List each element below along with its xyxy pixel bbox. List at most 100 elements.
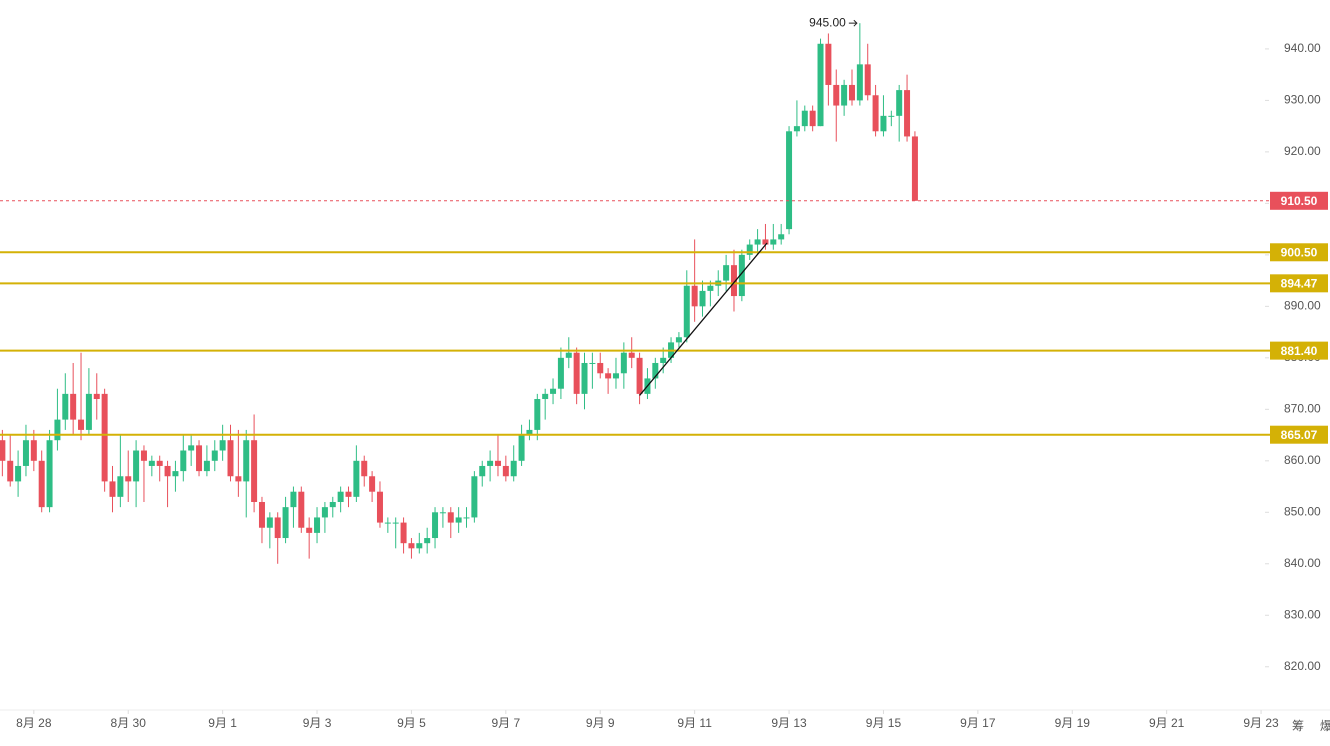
x-tick-label: 8月 30 [111, 716, 147, 730]
candle-body [557, 357, 564, 389]
candle-body [565, 352, 572, 358]
y-tick-label: 840.00 [1284, 556, 1321, 570]
candle-body [848, 84, 855, 101]
candle-body [22, 440, 29, 466]
candle-body [38, 460, 45, 508]
candle-body [793, 126, 800, 132]
candle-body [612, 373, 619, 379]
candle-body [7, 460, 14, 482]
candle-body [778, 234, 785, 240]
candle-body [306, 527, 313, 533]
candle-body [439, 512, 446, 514]
candle-body [660, 357, 667, 363]
candle-body [290, 491, 297, 508]
x-tick-label: 9月 17 [960, 716, 996, 730]
level-label-box [1270, 274, 1328, 293]
candle-body [251, 440, 258, 502]
candle-body [85, 393, 92, 430]
level-label: 881.40 [1281, 344, 1318, 358]
level-label: 865.07 [1281, 428, 1318, 442]
candle-body [314, 517, 321, 533]
x-tick-label: 9月 21 [1149, 716, 1185, 730]
candle-body [526, 429, 533, 436]
y-tick-label: 920.00 [1284, 144, 1321, 158]
candle-body [337, 491, 344, 502]
candle-body [550, 388, 557, 394]
y-tick-label: 820.00 [1284, 659, 1321, 673]
candle-body [510, 460, 517, 477]
candle-body [620, 352, 627, 374]
candle-body [447, 512, 454, 523]
candle-body [203, 460, 210, 472]
y-tick-label: 930.00 [1284, 93, 1321, 107]
candle-body [227, 440, 234, 477]
candle-body [164, 465, 171, 477]
candle-body [801, 110, 808, 127]
candle-body [880, 115, 887, 132]
candle-body [408, 543, 415, 549]
candle-body [219, 440, 226, 451]
candle-body [754, 239, 761, 245]
candle-body [196, 445, 203, 472]
candle-body [353, 460, 360, 497]
level-label: 900.50 [1281, 245, 1318, 259]
candle-body [321, 507, 328, 518]
candle-body [376, 491, 383, 523]
candle-body [628, 352, 635, 358]
x-tick-label: 9月 15 [866, 716, 902, 730]
candle-body [78, 419, 85, 430]
candle-body [494, 460, 501, 466]
candle-body [243, 440, 250, 482]
current-price-label: 910.50 [1281, 194, 1318, 208]
candle-body [384, 522, 391, 524]
candle-body [487, 460, 494, 466]
candle-body [62, 393, 69, 420]
candle-body [432, 512, 439, 539]
candle-body [762, 239, 769, 245]
candle-body [605, 373, 612, 379]
candle-body [888, 115, 895, 117]
candle-body [416, 543, 423, 549]
candle-body [518, 435, 525, 461]
x-tick-label: 9月 13 [771, 716, 807, 730]
candle-body [479, 465, 486, 477]
current-price-box [1270, 191, 1328, 210]
x-tick-label: 9月 19 [1055, 716, 1091, 730]
corner-label: 爆 [1320, 719, 1330, 733]
candle-body [770, 239, 777, 245]
trendline [639, 242, 768, 396]
candle-body [148, 460, 155, 466]
candle-body [817, 43, 824, 127]
y-tick-label: 830.00 [1284, 607, 1321, 621]
x-tick-label: 9月 3 [303, 716, 332, 730]
candle-body [675, 337, 682, 343]
candle-body [125, 476, 132, 482]
candle-body [699, 290, 706, 307]
candle-body [581, 362, 588, 394]
candle-body [15, 465, 22, 482]
high-marker-label: 945.00 [809, 15, 846, 29]
corner-label: 筹 [1292, 719, 1304, 733]
candle-body [833, 84, 840, 106]
x-tick-label: 8月 28 [16, 716, 52, 730]
y-tick-label: 940.00 [1284, 41, 1321, 55]
candle-body [683, 285, 690, 338]
candle-body [274, 517, 281, 539]
candle-body [786, 131, 793, 230]
candle-body [156, 460, 163, 466]
candle-body [400, 522, 407, 544]
candle-body [424, 538, 431, 544]
candle-body [133, 450, 140, 482]
candle-body [723, 265, 730, 281]
candle-body [329, 501, 336, 508]
level-label-box [1270, 341, 1328, 360]
candle-body [825, 43, 832, 85]
candle-body [369, 476, 376, 492]
candle-body [345, 491, 352, 497]
candle-body [589, 362, 596, 364]
candle-body [298, 491, 305, 528]
candle-body [188, 445, 195, 451]
candle-body [361, 460, 368, 477]
